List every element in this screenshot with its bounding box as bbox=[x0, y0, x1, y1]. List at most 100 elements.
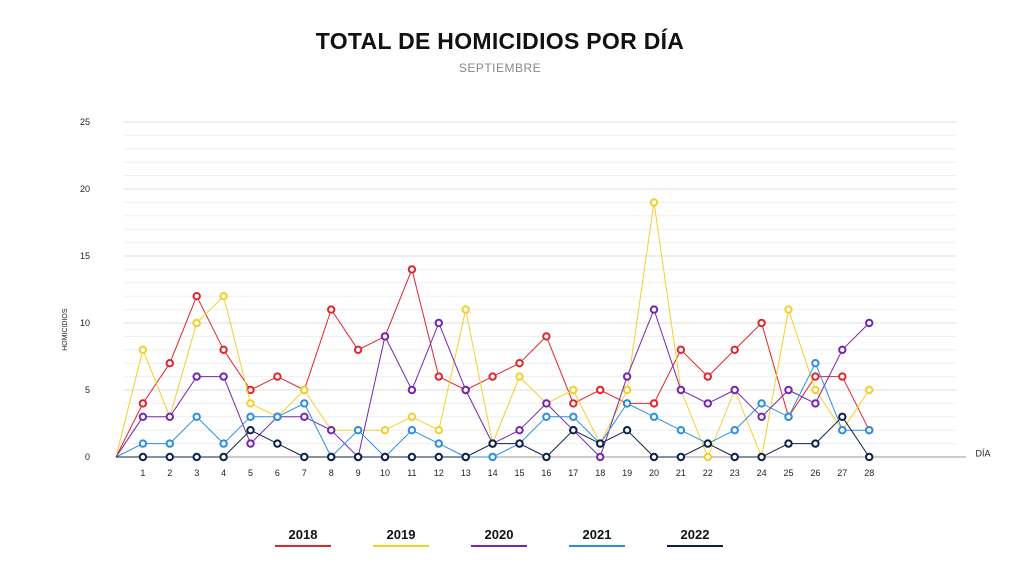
data-point bbox=[784, 439, 793, 448]
data-point bbox=[865, 426, 874, 435]
x-tick-label: 27 bbox=[837, 468, 847, 478]
data-point bbox=[246, 385, 255, 395]
data-point bbox=[703, 372, 712, 381]
data-point bbox=[192, 292, 201, 301]
y-tick-label: 15 bbox=[80, 251, 90, 261]
data-point bbox=[703, 452, 712, 462]
x-tick-label: 17 bbox=[568, 468, 578, 478]
x-tick-label: 7 bbox=[302, 468, 307, 478]
data-point bbox=[192, 412, 201, 421]
data-point bbox=[300, 412, 309, 421]
data-point bbox=[649, 198, 659, 207]
x-tick-label: 24 bbox=[757, 468, 767, 478]
data-point bbox=[811, 439, 820, 448]
data-point bbox=[515, 372, 524, 381]
data-point bbox=[649, 452, 659, 462]
x-tick-label: 13 bbox=[461, 468, 471, 478]
data-point bbox=[649, 305, 659, 314]
legend-label: 2019 bbox=[386, 527, 416, 542]
data-point bbox=[165, 412, 175, 421]
data-point bbox=[676, 452, 686, 462]
data-point bbox=[542, 452, 551, 462]
data-point bbox=[407, 385, 417, 395]
data-point bbox=[569, 412, 578, 421]
legend-label: 2018 bbox=[288, 527, 318, 542]
data-point bbox=[353, 345, 363, 354]
data-point bbox=[192, 372, 201, 381]
data-point bbox=[569, 385, 578, 395]
series-2022 bbox=[116, 412, 874, 462]
x-tick-label: 4 bbox=[221, 468, 226, 478]
data-point bbox=[676, 426, 686, 435]
data-point bbox=[165, 439, 175, 448]
legend-item-2022: 2022 bbox=[667, 527, 723, 547]
data-point bbox=[676, 345, 686, 354]
x-tick-label: 22 bbox=[703, 468, 713, 478]
data-point bbox=[407, 426, 417, 435]
data-point bbox=[838, 372, 847, 381]
x-tick-label: 28 bbox=[864, 468, 874, 478]
data-point bbox=[515, 426, 524, 435]
data-point bbox=[757, 412, 766, 421]
data-point bbox=[488, 452, 497, 462]
data-point bbox=[219, 452, 228, 462]
series-line-2020 bbox=[115, 309, 870, 458]
data-point bbox=[730, 385, 739, 395]
x-tick-label: 18 bbox=[595, 468, 605, 478]
legend-swatch bbox=[569, 545, 625, 547]
x-tick-label: 23 bbox=[730, 468, 740, 478]
data-point bbox=[407, 452, 417, 462]
data-point bbox=[730, 426, 739, 435]
data-point bbox=[703, 439, 712, 448]
data-point bbox=[622, 385, 632, 395]
data-point bbox=[569, 426, 578, 435]
data-point bbox=[596, 439, 605, 448]
data-point bbox=[811, 399, 820, 408]
data-point bbox=[219, 439, 228, 448]
legend-swatch bbox=[471, 545, 527, 547]
data-point bbox=[407, 265, 417, 274]
data-point bbox=[327, 452, 336, 462]
legend-item-2018: 2018 bbox=[275, 527, 331, 547]
x-tick-label: 5 bbox=[248, 468, 253, 478]
data-point bbox=[138, 439, 148, 448]
data-point bbox=[192, 452, 201, 462]
data-point bbox=[757, 452, 766, 462]
x-tick-label: 9 bbox=[356, 468, 361, 478]
x-tick-label: 19 bbox=[622, 468, 632, 478]
legend-item-2020: 2020 bbox=[471, 527, 527, 547]
x-tick-label: 12 bbox=[434, 468, 444, 478]
data-point bbox=[246, 399, 255, 408]
data-point bbox=[784, 385, 793, 395]
grid-layer bbox=[124, 121, 966, 458]
data-point bbox=[596, 385, 605, 395]
chart-title: TOTAL DE HOMICIDIOS POR DÍA bbox=[315, 28, 685, 54]
x-axis-ticks: 1 2 3 4 5 6 7 8 9 10 11 12 13 14 15 16 17 18 19 20 21 22 23 24 2… bbox=[140, 468, 874, 478]
data-point bbox=[488, 372, 497, 381]
x-tick-label: 10 bbox=[380, 468, 390, 478]
legend-label: 2021 bbox=[582, 527, 612, 542]
data-point bbox=[353, 426, 363, 435]
data-point bbox=[353, 452, 363, 462]
data-point bbox=[461, 385, 470, 395]
data-point bbox=[300, 385, 309, 395]
data-point bbox=[865, 385, 874, 395]
data-point bbox=[192, 318, 201, 328]
data-point bbox=[219, 372, 228, 381]
data-point bbox=[434, 318, 443, 328]
y-tick-label: 0 bbox=[85, 452, 90, 462]
legend-swatch bbox=[667, 545, 723, 547]
y-tick-label: 5 bbox=[85, 385, 90, 395]
data-point bbox=[138, 399, 148, 408]
data-point bbox=[649, 399, 659, 408]
data-point bbox=[461, 305, 470, 314]
x-axis-label: DÍA bbox=[975, 448, 990, 458]
x-tick-label: 16 bbox=[541, 468, 551, 478]
data-point bbox=[273, 372, 282, 381]
data-point bbox=[380, 452, 390, 462]
data-point bbox=[542, 412, 551, 421]
data-point bbox=[327, 426, 336, 435]
x-tick-label: 6 bbox=[275, 468, 280, 478]
x-tick-label: 21 bbox=[676, 468, 686, 478]
